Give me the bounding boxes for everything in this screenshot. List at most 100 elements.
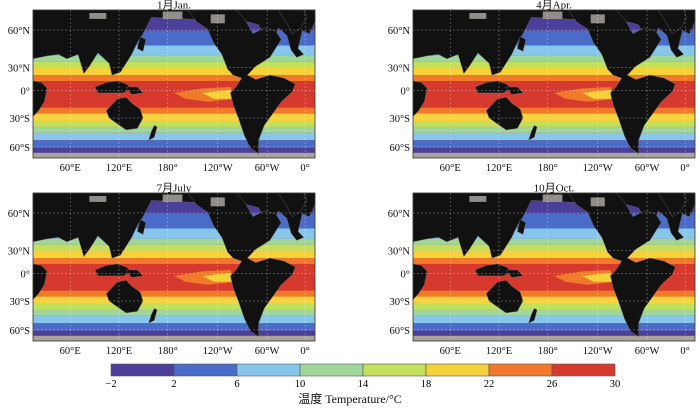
arctic-ice: [542, 194, 563, 202]
legend-tick-label: 30: [610, 379, 621, 390]
legend-swatch: [236, 363, 301, 377]
americas-landmass: [567, 192, 676, 337]
legend-swatch: [425, 363, 490, 377]
longitude-label: 120°W: [203, 163, 233, 174]
north-band-temperate: [33, 244, 315, 251]
panel-frame: [412, 192, 696, 342]
north-band-tropical: [33, 75, 315, 81]
latitude-label: 60°S: [389, 326, 410, 337]
americas-landmass: [567, 9, 676, 154]
latitude-label: 60°N: [8, 209, 31, 220]
north-band-tropical: [33, 258, 315, 264]
longitude-label: 120°W: [583, 346, 613, 357]
latitude-label: 60°N: [388, 209, 411, 220]
legend-tick-label: 14: [358, 379, 369, 390]
north-band-temperate: [413, 244, 695, 251]
americas-landmass: [187, 192, 296, 337]
longitude-label: 180°: [158, 346, 178, 357]
north-band-subtropical: [413, 250, 695, 259]
north-band-mild: [33, 55, 315, 62]
arctic-ice: [469, 196, 487, 202]
south-band-cold: [413, 323, 695, 331]
australia-landmass: [486, 97, 524, 131]
antarctica: [33, 335, 315, 341]
longitude-label: 0°: [300, 346, 309, 357]
japan-landmass: [517, 219, 527, 235]
longitude-label: 120°W: [203, 346, 233, 357]
australia-landmass: [106, 280, 144, 314]
legend-swatch: [488, 363, 553, 377]
south-band-subtropical: [33, 113, 315, 121]
north-band-mild: [413, 55, 695, 62]
legend-swatch: [110, 363, 175, 377]
arctic-ice: [89, 13, 107, 19]
latitude-label: 30°S: [389, 114, 410, 125]
eurasia-landmass: [32, 192, 316, 259]
americas-landmass: [187, 9, 296, 154]
south-band-cold: [413, 140, 695, 148]
legend-tick-label: −2: [105, 379, 116, 390]
map-panel-oct: 10月Oct. 60°N 30°N 0° 30°S 60°S 60°E 120°E 180° 12…: [388, 183, 696, 357]
longitude-label: 120°E: [486, 346, 512, 357]
latitude-label: 60°S: [9, 143, 30, 154]
north-band-mild: [413, 238, 695, 245]
south-band-tropical: [413, 107, 695, 114]
map-panel-jan: 1月Jan. 60°N 30°N 0° 30°S 60°S 60°E 120°E 180° 120…: [8, 0, 316, 174]
south-band-tropical: [413, 290, 695, 297]
south-band-cool: [413, 315, 695, 324]
north-band-cool: [33, 45, 315, 56]
north-band-temperate: [413, 61, 695, 68]
latitude-label: 30°N: [388, 247, 411, 258]
longitude-label: 0°: [300, 163, 309, 174]
north-band-subtropical: [413, 67, 695, 76]
newzealand-landmass: [528, 125, 538, 141]
arctic-ice: [542, 11, 563, 19]
australia-landmass: [486, 280, 524, 314]
arctic-ice: [162, 194, 183, 202]
north-band-cool: [413, 45, 695, 56]
south-band-mild: [413, 309, 695, 316]
newzealand-landmass: [528, 308, 538, 324]
latitude-label: 30°N: [8, 64, 31, 75]
north-band-cool: [33, 228, 315, 239]
sst-maps: 1月Jan. 60°N 30°N 0° 30°S 60°S 60°E 120°E 180° 120…: [8, 0, 696, 357]
north-band-tropical: [413, 258, 695, 264]
north-band-mild: [33, 238, 315, 245]
arctic-ice: [469, 13, 487, 19]
longitude-label: 60°W: [635, 346, 660, 357]
panel-frame: [32, 192, 316, 342]
map-panel-apr: 4月Apr. 60°N 30°N 0° 30°S 60°S 60°E 120°E 180° 120…: [388, 0, 696, 174]
temperature-legend: −2 2 6 10 14 18 22 26 30 温度 Temperature/°C: [0, 360, 700, 410]
antarctica: [413, 152, 695, 158]
longitude-label: 60°E: [60, 346, 81, 357]
legend-tick-label: 6: [234, 379, 239, 390]
south-band-subtropical: [413, 296, 695, 304]
latitude-label: 60°S: [9, 326, 30, 337]
antarctica: [33, 152, 315, 158]
longitude-label: 180°: [538, 163, 558, 174]
japan-landmass: [137, 219, 147, 235]
latitude-label: 60°S: [389, 143, 410, 154]
south-band-tropical: [33, 107, 315, 114]
longitude-label: 120°W: [583, 163, 613, 174]
longitude-label: 60°E: [440, 346, 461, 357]
south-band-subtropical: [413, 113, 695, 121]
latitude-label: 30°N: [388, 64, 411, 75]
latitude-label: 30°S: [9, 297, 30, 308]
south-band-cool: [33, 315, 315, 324]
longitude-label: 120°E: [106, 163, 132, 174]
south-band-mild: [413, 126, 695, 133]
map-panel-jul: 7月July 60°N 30°N 0° 30°S 60°S 60°E 120°E 180° 120…: [8, 183, 316, 357]
south-band-mild: [33, 126, 315, 133]
longitude-label: 0°: [680, 163, 689, 174]
longitude-label: 0°: [680, 346, 689, 357]
south-band-subtropical: [33, 296, 315, 304]
legend-swatch: [551, 363, 616, 377]
south-band-temperate: [33, 304, 315, 310]
arctic-ice: [89, 196, 107, 202]
legend-colorbar: −2 2 6 10 14 18 22 26 30: [105, 363, 621, 390]
south-band-temperate: [33, 121, 315, 127]
longitude-label: 180°: [538, 346, 558, 357]
latitude-label: 60°N: [8, 26, 31, 37]
south-band-cool: [413, 132, 695, 141]
